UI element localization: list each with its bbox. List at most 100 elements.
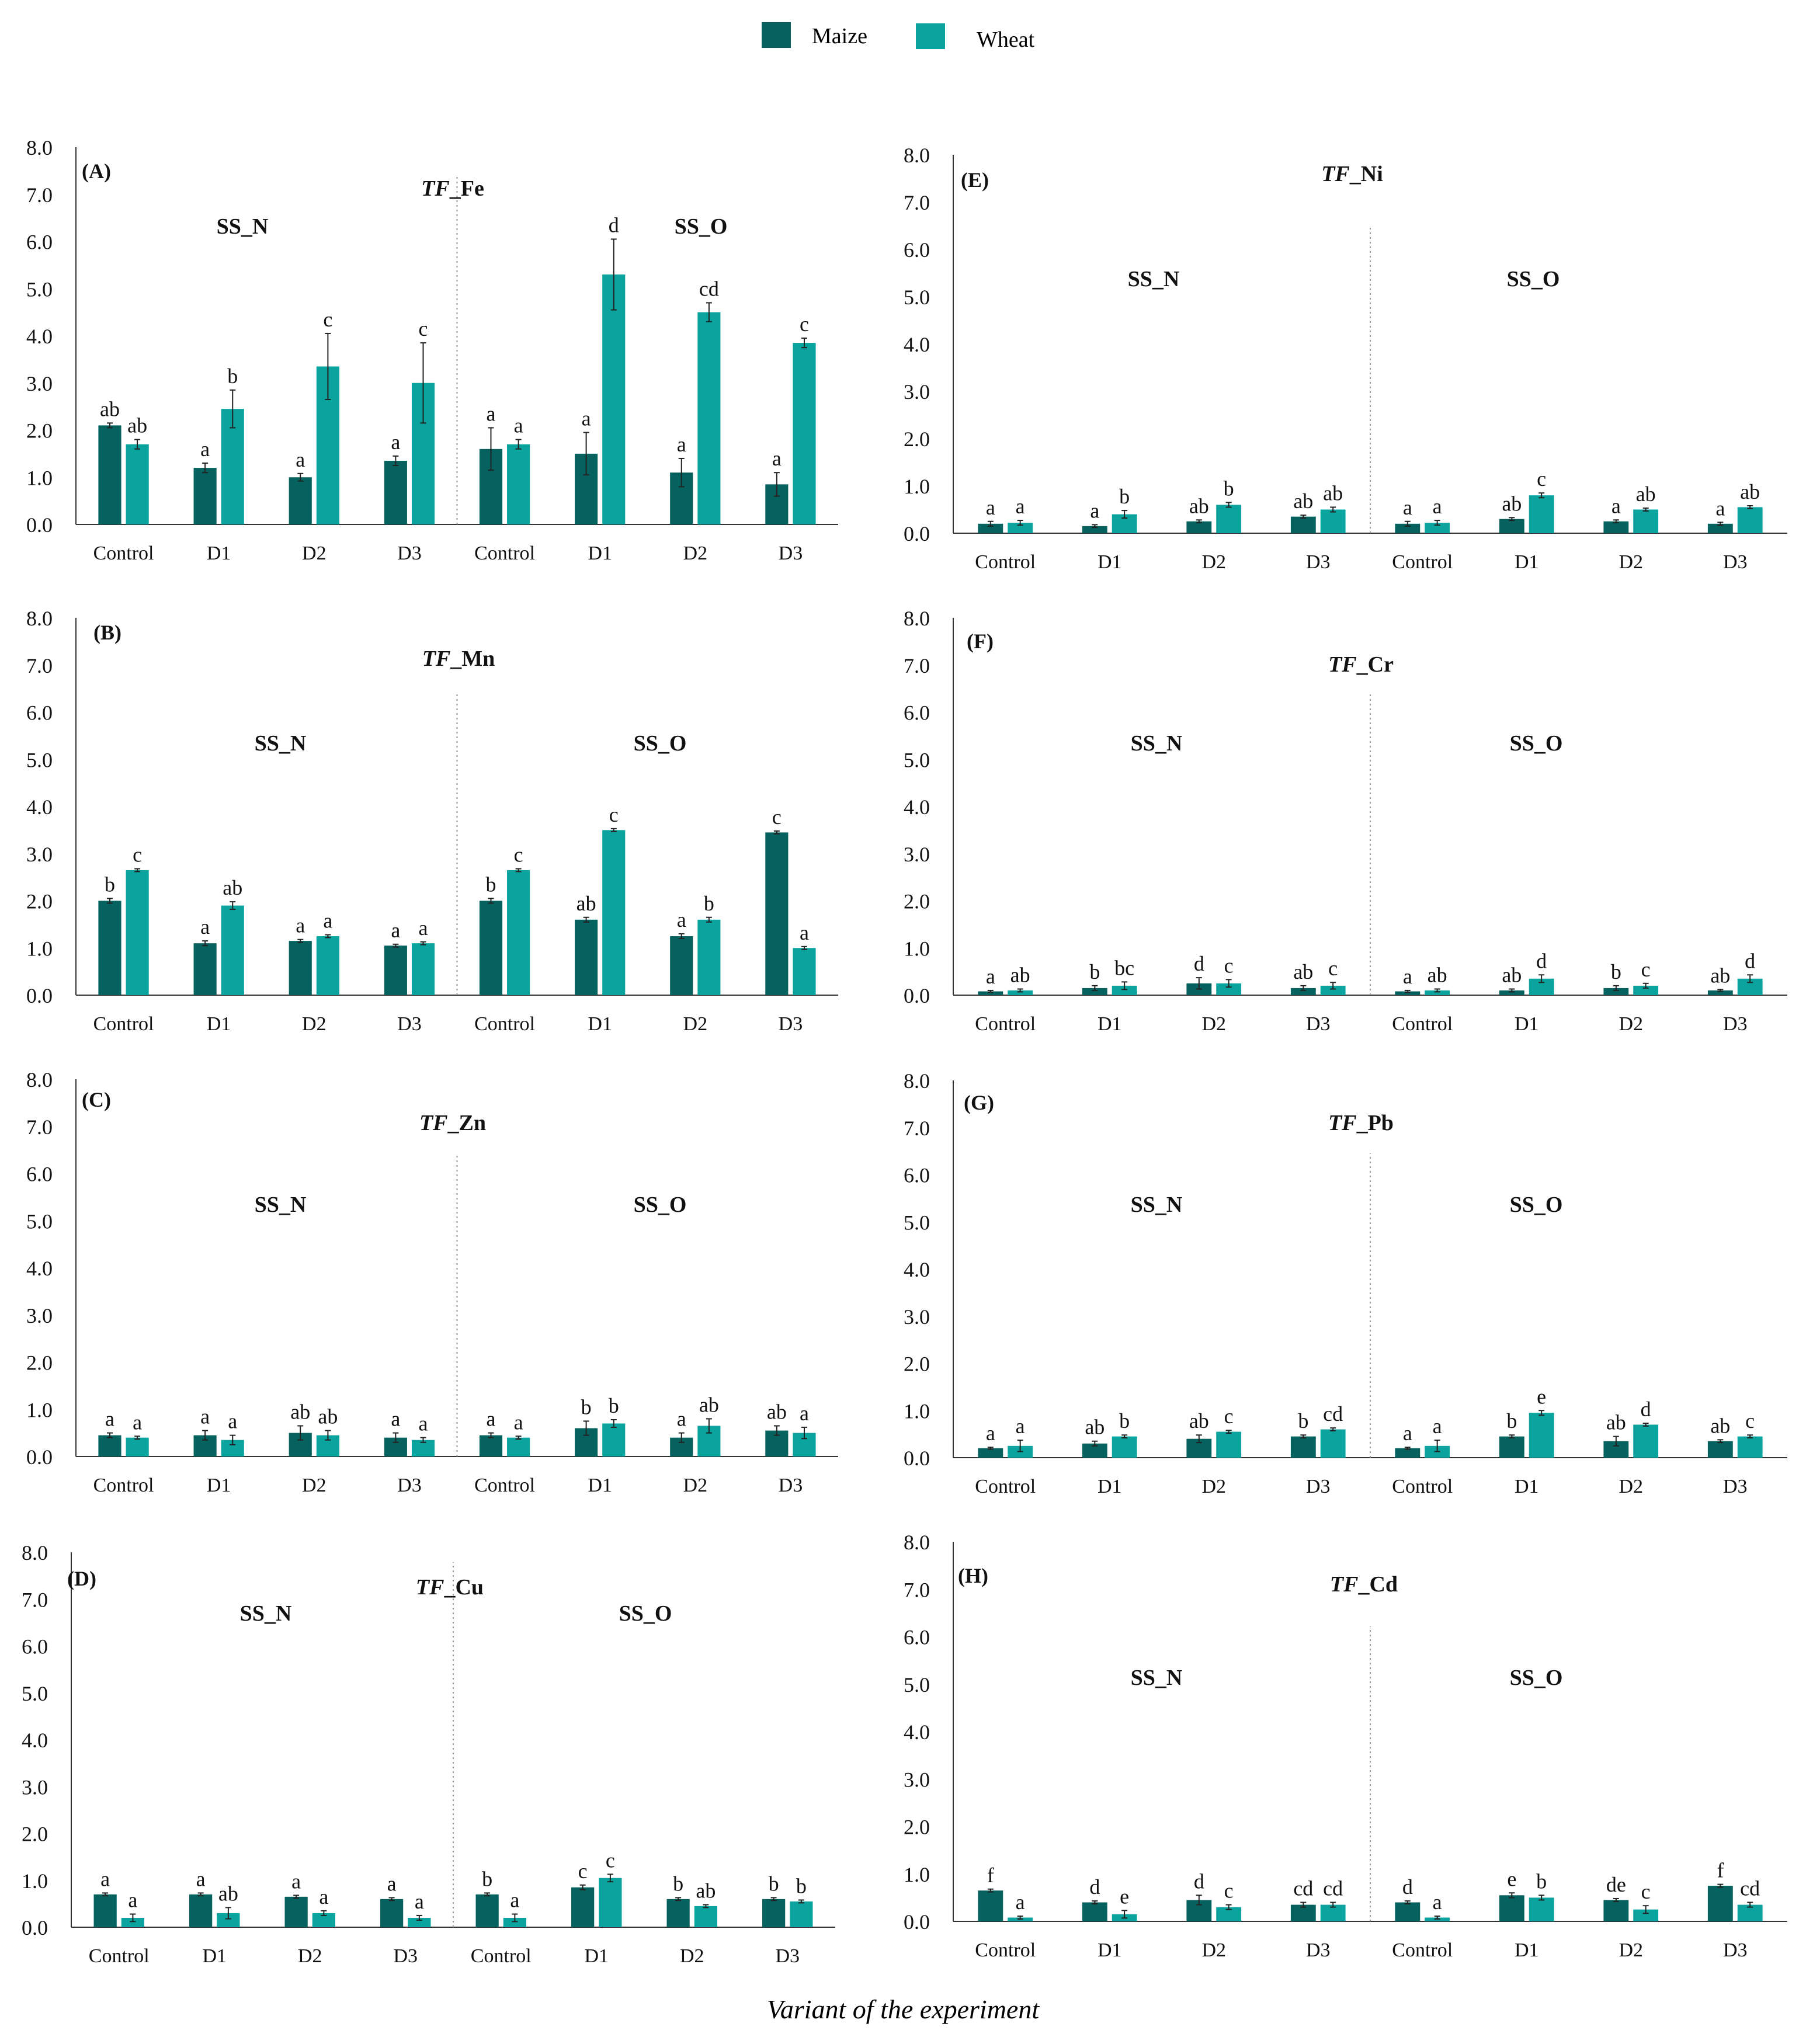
bar-maize (98, 1435, 121, 1456)
significance-label: bc (1114, 956, 1134, 979)
bar-maize (575, 919, 598, 995)
y-tick-label: 3.0 (904, 1305, 930, 1329)
significance-label: a (415, 1890, 424, 1913)
significance-label: b (227, 364, 238, 388)
y-tick-label: 1.0 (26, 466, 53, 489)
panel-label: (E) (961, 168, 989, 192)
significance-label: c (1745, 1409, 1755, 1433)
panel-label: (D) (67, 1567, 96, 1590)
bar-maize (380, 1899, 404, 1927)
y-tick-label: 0.0 (22, 1916, 48, 1939)
significance-label: c (1224, 1405, 1234, 1428)
x-tick-label: Control (1392, 1939, 1453, 1961)
bar-maize (1290, 516, 1316, 533)
bar-maize (193, 943, 217, 995)
x-tick-label: D1 (1098, 551, 1122, 573)
bar-maize (384, 945, 407, 995)
bar-wheat (1320, 1429, 1346, 1458)
bar-wheat (1737, 1436, 1763, 1458)
y-tick-label: 2.0 (26, 419, 53, 443)
significance-label: c (133, 843, 142, 867)
bar-wheat (1425, 523, 1450, 533)
y-tick-label: 8.0 (904, 1069, 930, 1093)
x-tick-label: D3 (779, 1013, 803, 1035)
bar-wheat (790, 1901, 813, 1927)
significance-label: d (1402, 1875, 1413, 1899)
panel-title-rest: _Mn (450, 646, 495, 671)
significance-label: ab (127, 414, 147, 437)
bar-wheat (793, 343, 816, 524)
bar-wheat (602, 274, 626, 524)
significance-label: ab (1293, 960, 1313, 983)
significance-label: a (200, 437, 210, 461)
x-tick-label: D1 (202, 1945, 227, 1967)
panel-title-italic: TF (422, 646, 451, 671)
significance-label: c (514, 843, 523, 867)
bar-wheat (408, 1917, 431, 1927)
bar-wheat (126, 870, 149, 995)
y-tick-label: 1.0 (22, 1869, 48, 1893)
significance-label: a (1611, 494, 1621, 517)
significance-label: ab (1606, 1411, 1626, 1434)
x-tick-label: D3 (1723, 1476, 1748, 1497)
bar-wheat (507, 444, 530, 524)
x-tick-label: D2 (1619, 1939, 1643, 1961)
significance-label: a (1016, 1414, 1025, 1438)
significance-label: d (1745, 949, 1755, 972)
y-tick-label: 0.0 (904, 1447, 930, 1470)
panel-title: TF_Mn (422, 646, 495, 671)
y-tick-label: 4.0 (904, 333, 930, 356)
y-tick-label: 2.0 (904, 427, 930, 451)
y-tick-label: 7.0 (904, 191, 930, 214)
bar-wheat (599, 1878, 622, 1927)
bar-maize (571, 1887, 595, 1927)
x-tick-label: Control (474, 1013, 535, 1035)
panel-label: (A) (82, 159, 111, 183)
significance-label: b (1119, 485, 1130, 508)
panel-title-rest: _Ni (1349, 162, 1383, 186)
x-tick-label: D2 (1201, 1476, 1226, 1497)
bar-maize (978, 523, 1003, 533)
panel-e: 0.0 1.0 2.0 3.0 4.0 5.0 6.0 7.0 8.0 (E) TF_Ni SS_N S… (904, 144, 1787, 573)
significance-label: b (1119, 1409, 1130, 1433)
bar-wheat (503, 1917, 526, 1927)
bar-maize (475, 1894, 499, 1927)
bar-wheat (1216, 983, 1242, 995)
significance-label: b (105, 872, 115, 896)
significance-label: a (986, 496, 995, 519)
y-tick-label: 5.0 (22, 1682, 48, 1705)
significance-label: cd (1740, 1877, 1760, 1900)
bar-maize (1499, 1895, 1524, 1921)
x-tick-label: Control (1392, 551, 1453, 573)
x-tick-label: D3 (1306, 1476, 1331, 1497)
bar-wheat (602, 1423, 626, 1456)
y-tick-label: 3.0 (26, 1304, 53, 1327)
significance-label: a (1433, 1890, 1442, 1914)
y-tick-label: 7.0 (22, 1588, 48, 1611)
significance-label: a (510, 1889, 519, 1912)
y-tick-label: 0.0 (26, 984, 53, 1007)
y-tick-label: 3.0 (26, 843, 53, 866)
legend-label-wheat: Wheat (977, 27, 1035, 52)
bar-wheat (411, 943, 435, 995)
bar-wheat (1633, 1424, 1659, 1458)
bar-wheat (1425, 990, 1450, 995)
y-tick-label: 5.0 (26, 748, 53, 771)
group-label: SS_N (240, 1601, 292, 1626)
panel-label: (G) (964, 1091, 994, 1114)
significance-label: b (796, 1874, 807, 1897)
y-tick-label: 8.0 (904, 1531, 930, 1554)
significance-label: a (1715, 496, 1725, 520)
significance-label: a (677, 433, 686, 456)
bar-wheat (1008, 523, 1033, 533)
significance-label: b (485, 872, 496, 896)
significance-label: c (1537, 467, 1546, 491)
significance-label: c (1328, 957, 1338, 980)
significance-label: a (582, 407, 591, 430)
significance-label: ab (223, 876, 242, 899)
significance-label: a (296, 448, 305, 471)
significance-label: cd (1323, 1877, 1343, 1900)
bar-maize (978, 991, 1003, 995)
y-tick-label: 1.0 (26, 1398, 53, 1421)
